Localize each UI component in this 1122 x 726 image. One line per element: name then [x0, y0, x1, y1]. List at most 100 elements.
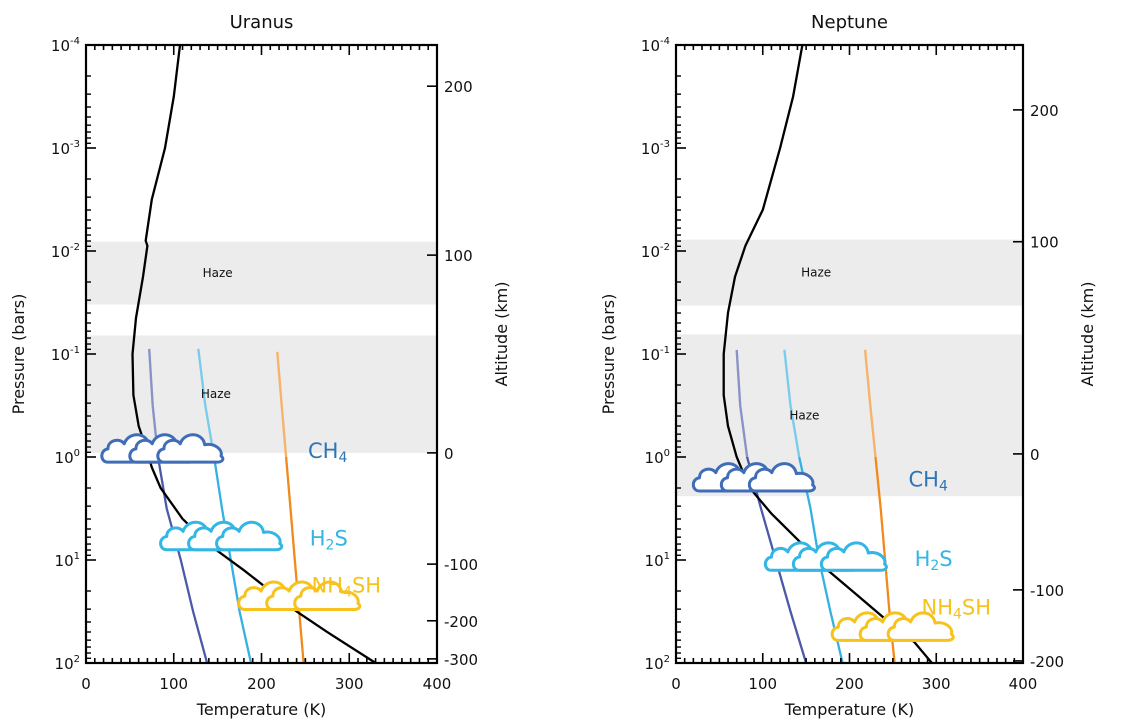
y-tick-exponent: 1	[664, 551, 670, 562]
condensation-curve-2	[276, 351, 305, 663]
y-tick-base: 10	[55, 655, 74, 673]
haze-band	[676, 239, 1023, 306]
cloud-species-label: CH4	[908, 468, 947, 495]
x-axis-title: Temperature (K)	[196, 700, 326, 719]
cloud-icon	[747, 462, 816, 493]
cloud-group	[691, 462, 816, 493]
alt-tick-label: -200	[444, 613, 478, 631]
y-tick-base: 10	[55, 552, 74, 570]
condensation-curve-0	[735, 349, 808, 663]
y-tick-label: 10-1	[641, 345, 670, 364]
y-axis-title: Pressure (bars)	[599, 294, 618, 415]
y-tick-label: 10-2	[51, 242, 80, 261]
y-tick-exponent: -4	[660, 36, 670, 47]
x-tick-label: 400	[1009, 675, 1038, 693]
cloud-group	[763, 541, 888, 572]
species-base: CH	[908, 468, 938, 492]
cloud-group	[100, 433, 225, 464]
temperature-profile-line	[722, 45, 933, 663]
species-subscript: 4	[939, 479, 948, 495]
species-tail: S	[334, 526, 347, 550]
y-tick-base: 10	[645, 449, 664, 467]
panel-title: Neptune	[811, 12, 888, 33]
y-tick-base: 10	[51, 243, 70, 261]
y-tick-label: 10-2	[641, 242, 670, 261]
condensation-curve-1	[197, 348, 253, 663]
alt-tick-label: 200	[444, 78, 473, 96]
condensation-curve-fade-1	[783, 349, 801, 458]
y-tick-label: 10-4	[641, 36, 670, 55]
y-tick-label: 100	[55, 448, 80, 467]
condensation-curve-fade-2	[276, 351, 288, 458]
y-tick-exponent: 0	[664, 448, 670, 459]
x-tick-label: 100	[159, 675, 188, 693]
y-tick-label: 100	[645, 448, 670, 467]
x-tick-label: 200	[835, 675, 864, 693]
haze-label: Haze	[801, 266, 831, 280]
y-tick-label: 101	[55, 551, 80, 570]
y-tick-exponent: 2	[74, 654, 80, 665]
alt-tick-label: 0	[1030, 446, 1040, 464]
haze-band	[86, 335, 437, 453]
species-tail: S	[939, 547, 952, 571]
haze-label: Haze	[789, 408, 819, 422]
y-tick-base: 10	[641, 140, 660, 158]
species-subscript: 2	[326, 537, 335, 553]
species-base: NH	[312, 574, 344, 598]
temperature-profile-line	[131, 45, 377, 663]
cloud-icon	[293, 580, 362, 611]
y-tick-base: 10	[645, 552, 664, 570]
y-tick-exponent: -4	[70, 36, 80, 47]
haze-label: Haze	[203, 266, 233, 280]
y-tick-base: 10	[641, 243, 660, 261]
x-tick-label: 200	[247, 675, 276, 693]
cloud-icon	[156, 433, 225, 464]
cloud-species-label: H2S	[310, 526, 348, 553]
y-tick-base: 10	[51, 346, 70, 364]
y-tick-base: 10	[55, 449, 74, 467]
cloud-species-label: H2S	[915, 547, 953, 574]
x-tick-label: 400	[423, 675, 452, 693]
y-tick-label: 10-3	[641, 139, 670, 158]
species-subscript: 4	[953, 606, 962, 622]
species-base: CH	[308, 439, 338, 463]
y-tick-label: 102	[645, 654, 670, 673]
panel-title: Uranus	[230, 12, 294, 33]
alt-tick-label: -100	[1030, 582, 1064, 600]
y-axis-title: Pressure (bars)	[9, 294, 28, 415]
y-tick-base: 10	[51, 140, 70, 158]
species-base: H	[915, 547, 931, 571]
alt-tick-label: -300	[444, 651, 478, 669]
alt-tick-label: 200	[1030, 102, 1059, 120]
altitude-axis-title: Altitude (km)	[1078, 282, 1097, 387]
y-tick-base: 10	[645, 655, 664, 673]
alt-tick-label: 100	[1030, 234, 1059, 252]
alt-tick-label: 0	[444, 445, 454, 463]
cloud-group	[159, 520, 284, 552]
y-tick-base: 10	[641, 346, 660, 364]
altitude-axis-title: Altitude (km)	[492, 282, 511, 387]
species-subscript: 4	[343, 585, 352, 601]
cloud-icon	[819, 541, 888, 572]
cloud-group	[237, 580, 362, 611]
haze-label: Haze	[201, 387, 231, 401]
y-tick-exponent: -3	[660, 139, 670, 150]
condensation-curve-fade-0	[735, 349, 749, 458]
condensation-curve-2	[863, 349, 896, 663]
y-tick-label: 101	[645, 551, 670, 570]
haze-band	[86, 241, 437, 305]
species-subscript: 2	[930, 558, 939, 574]
condensation-curve-0	[148, 348, 209, 663]
x-tick-label: 0	[81, 675, 91, 693]
y-tick-exponent: 1	[74, 551, 80, 562]
condensation-curve-fade-2	[863, 349, 877, 458]
alt-tick-label: -200	[1030, 653, 1064, 671]
species-tail: SH	[352, 574, 381, 598]
plot-area	[86, 45, 437, 663]
y-tick-label: 102	[55, 654, 80, 673]
x-axis-title: Temperature (K)	[784, 700, 914, 719]
y-tick-label: 10-1	[51, 345, 80, 364]
species-subscript: 4	[338, 450, 347, 466]
cloud-icon	[215, 520, 284, 552]
